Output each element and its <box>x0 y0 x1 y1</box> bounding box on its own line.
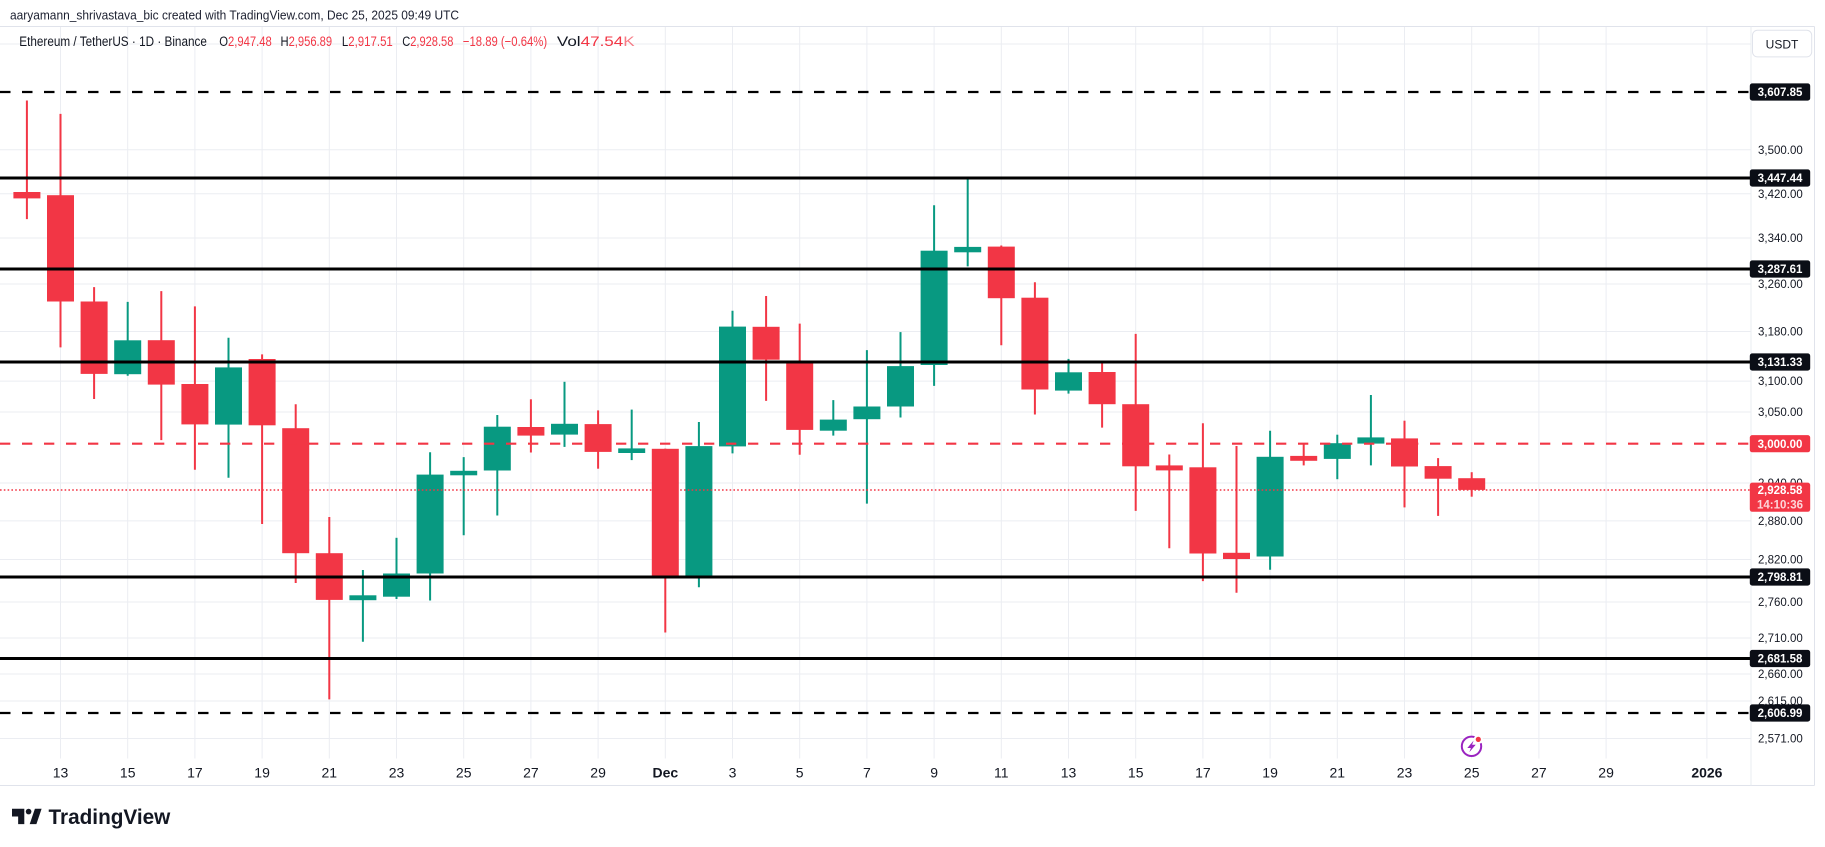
svg-text:Dec: Dec <box>652 764 678 780</box>
svg-text:3,607.85: 3,607.85 <box>1758 87 1803 99</box>
svg-text:2,880.00: 2,880.00 <box>1758 516 1803 528</box>
svg-text:USDT: USDT <box>1766 37 1799 51</box>
svg-text:2,710.00: 2,710.00 <box>1758 633 1803 645</box>
svg-text:25: 25 <box>1464 764 1480 780</box>
svg-text:29: 29 <box>1598 764 1614 780</box>
svg-text:15: 15 <box>1128 764 1144 780</box>
svg-text:2026: 2026 <box>1691 764 1722 780</box>
svg-text:3,420.00: 3,420.00 <box>1758 189 1803 201</box>
svg-text:25: 25 <box>456 764 472 780</box>
svg-text:3,050.00: 3,050.00 <box>1758 407 1803 419</box>
svg-text:3,100.00: 3,100.00 <box>1758 376 1803 388</box>
svg-text:3,180.00: 3,180.00 <box>1758 327 1803 339</box>
svg-text:3,131.33: 3,131.33 <box>1758 357 1803 369</box>
svg-text:29: 29 <box>590 764 606 780</box>
svg-text:2,798.81: 2,798.81 <box>1758 572 1803 584</box>
svg-text:21: 21 <box>322 764 338 780</box>
svg-text:3,340.00: 3,340.00 <box>1758 233 1803 245</box>
svg-text:23: 23 <box>1397 764 1413 780</box>
svg-text:11: 11 <box>994 764 1009 780</box>
svg-text:O2,947.48: O2,947.48 <box>219 34 272 49</box>
svg-text:aaryamann_shrivastava_bic crea: aaryamann_shrivastava_bic created with T… <box>10 8 459 23</box>
svg-text:19: 19 <box>1262 764 1278 780</box>
svg-text:2,681.58: 2,681.58 <box>1758 654 1803 666</box>
svg-text:C2,928.58: C2,928.58 <box>402 34 453 49</box>
svg-text:27: 27 <box>523 764 539 780</box>
svg-text:H2,956.89: H2,956.89 <box>281 34 333 49</box>
svg-text:21: 21 <box>1330 764 1346 780</box>
svg-text:19: 19 <box>254 764 270 780</box>
svg-text:TradingView: TradingView <box>49 805 171 829</box>
svg-text:13: 13 <box>53 764 69 780</box>
svg-text:3,260.00: 3,260.00 <box>1758 279 1803 291</box>
svg-text:3,447.44: 3,447.44 <box>1758 173 1803 185</box>
svg-text:9: 9 <box>930 764 938 780</box>
svg-text:3,287.61: 3,287.61 <box>1758 264 1803 276</box>
svg-text:−18.89 (−0.64%): −18.89 (−0.64%) <box>463 34 547 49</box>
svg-text:23: 23 <box>389 764 405 780</box>
svg-text:5: 5 <box>796 764 804 780</box>
svg-text:2,606.99: 2,606.99 <box>1758 708 1803 720</box>
svg-text:Ethereum / TetherUS · 1D · Bin: Ethereum / TetherUS · 1D · Binance <box>19 34 207 49</box>
svg-text:3: 3 <box>729 764 737 780</box>
svg-text:13: 13 <box>1061 764 1077 780</box>
svg-text:7: 7 <box>863 764 871 780</box>
svg-text:2,660.00: 2,660.00 <box>1758 669 1803 681</box>
svg-text:2,820.00: 2,820.00 <box>1758 555 1803 567</box>
svg-text:17: 17 <box>187 764 203 780</box>
svg-text:27: 27 <box>1531 764 1547 780</box>
svg-text:17: 17 <box>1195 764 1211 780</box>
svg-text:14:10:36: 14:10:36 <box>1757 499 1803 511</box>
svg-text:L2,917.51: L2,917.51 <box>342 34 393 49</box>
svg-text:2,760.00: 2,760.00 <box>1758 597 1803 609</box>
svg-text:2,571.00: 2,571.00 <box>1758 734 1803 746</box>
svg-text:15: 15 <box>120 764 136 780</box>
svg-text:2,928.58: 2,928.58 <box>1758 485 1803 497</box>
svg-text:3,500.00: 3,500.00 <box>1758 145 1803 157</box>
svg-text:3,000.00: 3,000.00 <box>1758 439 1803 451</box>
